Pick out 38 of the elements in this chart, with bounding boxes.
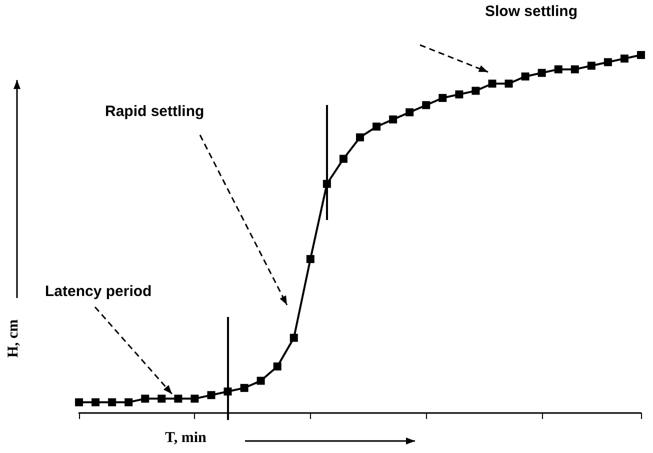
point (207, 391, 216, 400)
point (290, 334, 298, 342)
point (422, 101, 430, 110)
point (75, 398, 83, 406)
point (587, 62, 596, 70)
point (472, 86, 480, 95)
point (389, 115, 398, 124)
point (504, 80, 513, 88)
annotation: Rapid settling (105, 103, 204, 120)
y-axis-title: H, cm (6, 319, 23, 358)
point (455, 90, 464, 98)
point (306, 255, 314, 264)
point (438, 94, 447, 102)
point (141, 394, 150, 403)
x-axis-title: T, min (165, 430, 206, 447)
point (372, 122, 381, 131)
point (356, 133, 364, 142)
point (554, 65, 562, 74)
point (92, 398, 100, 406)
point (174, 394, 182, 403)
point (570, 65, 579, 74)
point (488, 80, 496, 88)
point (256, 376, 265, 385)
text: Slow settling (485, 3, 578, 20)
point (124, 398, 133, 406)
point (620, 54, 628, 63)
point (240, 384, 248, 392)
point (190, 394, 199, 403)
point (538, 68, 546, 77)
point (158, 394, 166, 403)
point (521, 72, 530, 80)
point (604, 58, 612, 66)
point (273, 362, 282, 370)
annotation: Latency period (45, 283, 152, 300)
point (108, 398, 116, 406)
point (637, 51, 645, 59)
point (406, 108, 414, 116)
point (339, 154, 348, 163)
